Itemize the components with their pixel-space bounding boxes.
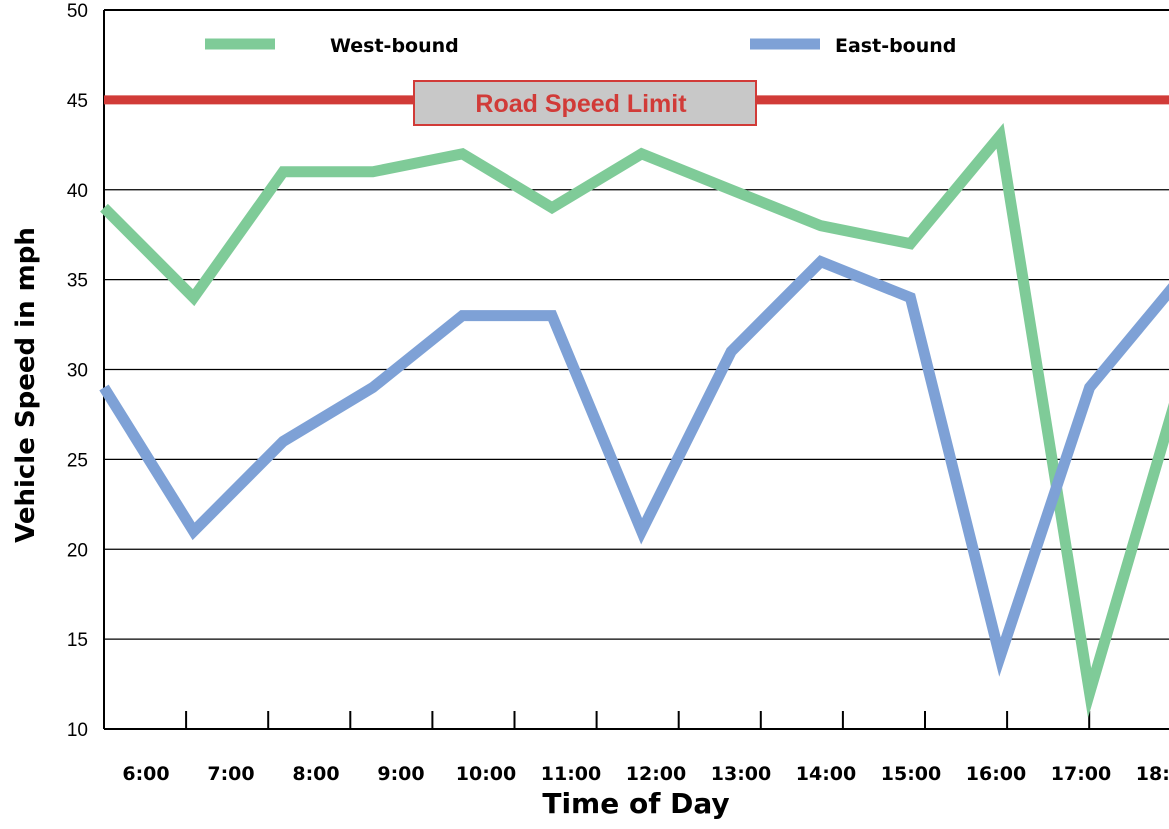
y-tick-label: 40 [67, 181, 88, 202]
x-tick-label: 11:00 [541, 763, 601, 785]
legend-label: West-bound [330, 35, 459, 57]
y-tick-label: 50 [67, 1, 88, 22]
x-axis-title: Time of Day [542, 787, 729, 820]
y-tick-label: 30 [67, 361, 88, 382]
x-tick-label: 13:00 [711, 763, 771, 785]
y-tick-label: 10 [67, 720, 88, 741]
x-tick-label: 18:00 [1136, 763, 1169, 785]
y-tick-label: 35 [67, 271, 88, 292]
legend: West-bound East-bound [205, 35, 956, 57]
y-tick-label: 20 [67, 540, 88, 561]
x-tick-label: 17:00 [1051, 763, 1111, 785]
y-tick-label: 15 [67, 630, 88, 651]
x-tick-label: 15:00 [881, 763, 941, 785]
x-tick-label: 16:00 [966, 763, 1026, 785]
speed-limit-label: Road Speed Limit [475, 90, 687, 118]
speed-limit-reference: Road Speed Limit [104, 80, 1169, 126]
y-tick-label: 25 [67, 450, 88, 471]
x-axis-ticks: 6:00 7:00 8:00 9:00 10:00 11:00 12:00 13:00 14:0… [122, 711, 1169, 785]
x-tick-label: 6:00 [122, 763, 169, 785]
y-axis-title: Vehicle Speed in mph [11, 227, 41, 543]
x-tick-label: 14:00 [796, 763, 856, 785]
series-line-east-bound [99, 255, 1169, 677]
x-tick-label: 7:00 [207, 763, 254, 785]
legend-label: East-bound [835, 35, 956, 57]
x-tick-label: 12:00 [626, 763, 686, 785]
plot-frame [103, 9, 1169, 730]
series-lines [99, 122, 1169, 718]
series-line-west-bound [100, 122, 1169, 718]
speed-limit-label-box [413, 80, 757, 126]
x-tick-label: 10:00 [456, 763, 516, 785]
x-tick-label: 8:00 [292, 763, 339, 785]
y-axis-ticks: 10 15 20 25 30 35 40 45 50 [67, 1, 88, 741]
x-tick-label: 9:00 [377, 763, 424, 785]
y-tick-label: 45 [67, 91, 88, 112]
